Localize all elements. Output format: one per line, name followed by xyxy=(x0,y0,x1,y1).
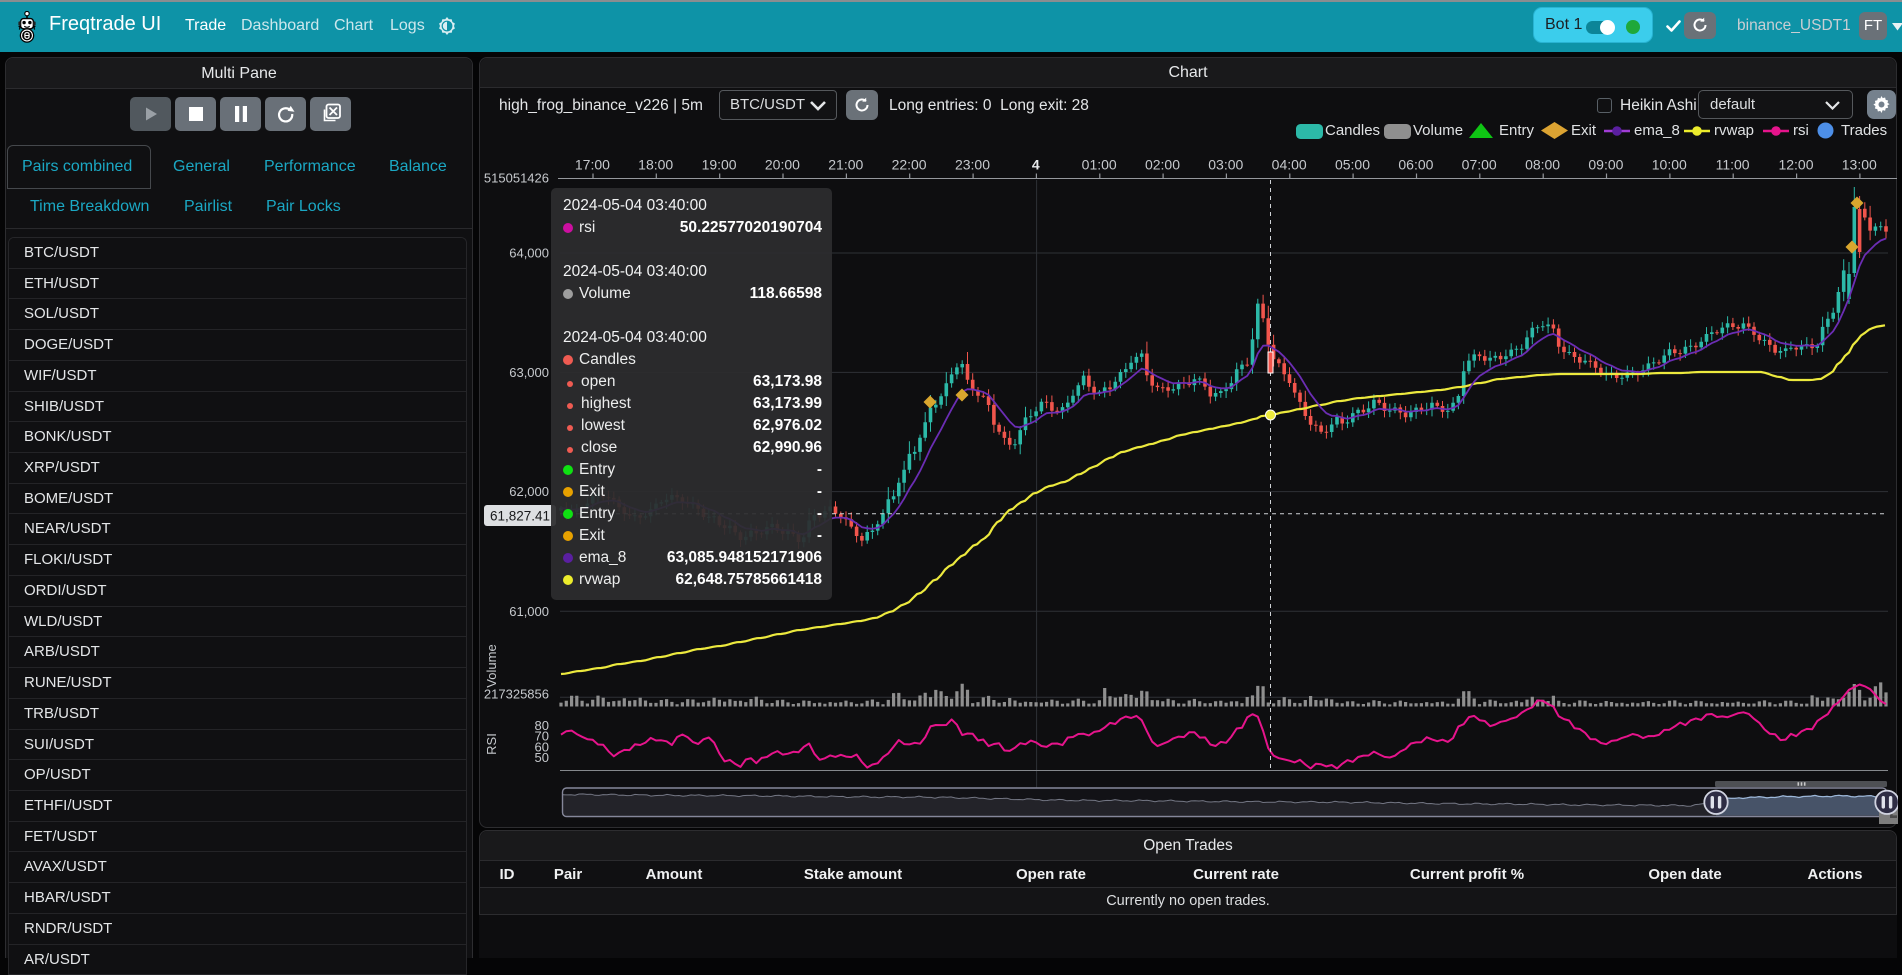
svg-text:10:00: 10:00 xyxy=(1652,157,1687,173)
svg-text:19:00: 19:00 xyxy=(702,157,737,173)
svg-text:09:00: 09:00 xyxy=(1588,157,1623,173)
svg-text:04:00: 04:00 xyxy=(1272,157,1307,173)
svg-text:62,000: 62,000 xyxy=(509,484,549,499)
svg-text:22:00: 22:00 xyxy=(892,157,927,173)
svg-text:11:00: 11:00 xyxy=(1716,157,1750,173)
svg-text:61,827.41: 61,827.41 xyxy=(490,509,550,524)
svg-text:01:00: 01:00 xyxy=(1082,157,1117,173)
svg-text:13:00: 13:00 xyxy=(1842,157,1877,173)
svg-text:64,000: 64,000 xyxy=(509,246,549,261)
svg-text:08:00: 08:00 xyxy=(1525,157,1560,173)
svg-text:61,000: 61,000 xyxy=(509,604,549,619)
svg-text:20:00: 20:00 xyxy=(765,157,800,173)
svg-text:23:00: 23:00 xyxy=(955,157,990,173)
svg-text:50: 50 xyxy=(535,750,549,765)
svg-text:Volume: Volume xyxy=(484,644,499,687)
svg-text:05:00: 05:00 xyxy=(1335,157,1370,173)
svg-text:515051426: 515051426 xyxy=(484,171,549,186)
svg-text:4: 4 xyxy=(1032,157,1040,173)
svg-text:12:00: 12:00 xyxy=(1778,157,1813,173)
svg-text:06:00: 06:00 xyxy=(1398,157,1433,173)
svg-text:21:00: 21:00 xyxy=(828,157,863,173)
svg-text:02:00: 02:00 xyxy=(1145,157,1180,173)
svg-text:60: 60 xyxy=(535,739,549,754)
svg-text:70: 70 xyxy=(535,729,549,744)
svg-text:07:00: 07:00 xyxy=(1462,157,1497,173)
svg-text:RSI: RSI xyxy=(484,733,499,755)
svg-text:63,000: 63,000 xyxy=(509,365,549,380)
svg-text:03:00: 03:00 xyxy=(1208,157,1243,173)
svg-text:217325856: 217325856 xyxy=(484,687,549,702)
svg-text:80: 80 xyxy=(535,718,549,733)
svg-text:18:00: 18:00 xyxy=(638,157,673,173)
svg-text:17:00: 17:00 xyxy=(575,157,610,173)
